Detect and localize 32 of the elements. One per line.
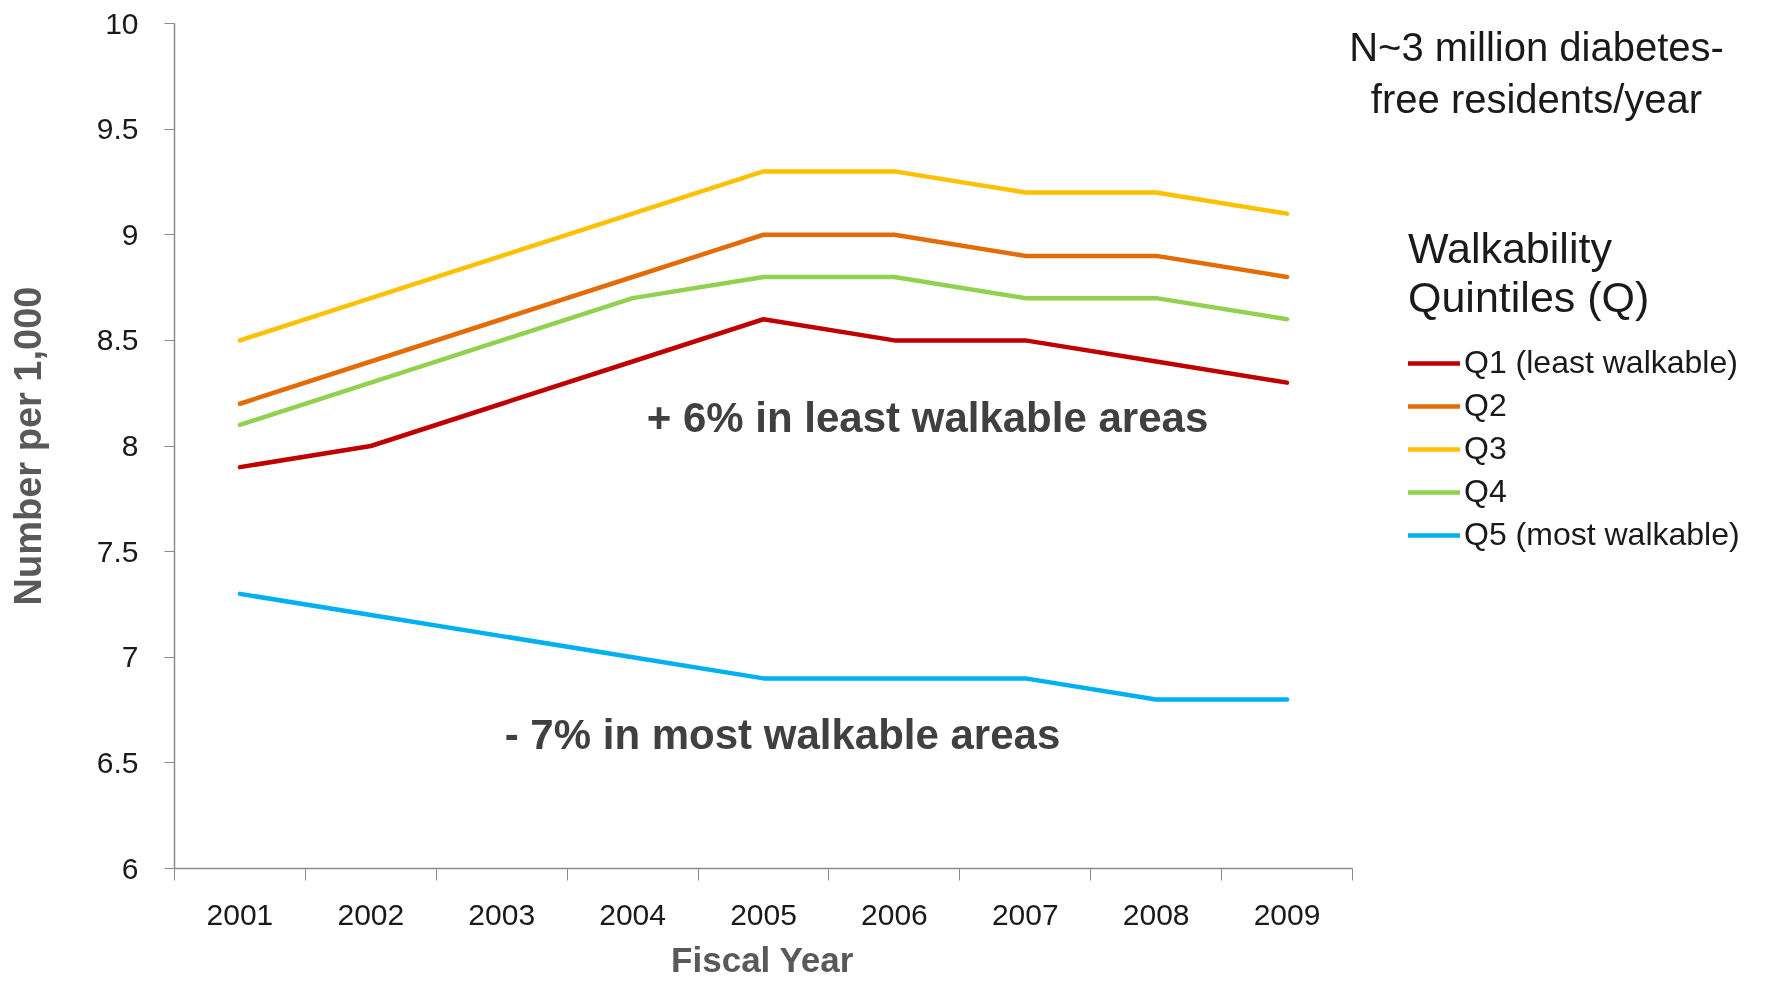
legend-title: Walkability Quintiles (Q) [1408,224,1651,322]
annotation: N~3 million diabetes-free residents/year [1349,24,1724,122]
y-tick-label: 8.5 [96,323,139,357]
x-tick-label: 2005 [730,897,797,931]
legend-label: Q4 [1464,473,1507,510]
annotation: - 7% in most walkable areas [504,711,1061,758]
y-tick-label: 9 [121,217,139,251]
x-axis-title: Fiscal Year [671,939,854,979]
x-tick-label: 2006 [861,897,928,931]
y-tick-label: 7 [121,640,139,674]
y-tick-label: 6 [121,851,139,885]
legend-label: Q1 (least walkable) [1464,344,1738,381]
line-series [237,317,1290,470]
y-tick-label: 9.5 [96,112,139,146]
x-tick-label: 2002 [337,897,405,931]
x-tick-label: 2004 [599,897,666,931]
x-tick-label: 2007 [991,897,1059,931]
line-series [237,591,1290,702]
y-tick-label: 10 [105,6,139,40]
x-tick-label: 2001 [206,897,274,931]
annotation: + 6% in least walkable areas [646,394,1209,441]
y-tick-label: 6.5 [96,745,139,779]
y-tick-label: 8 [121,429,139,462]
y-axis-title: Number per 1,000 [6,286,49,606]
legend-label: Q2 [1464,387,1507,424]
legend-label: Q3 [1464,430,1507,467]
x-tick-label: 2003 [468,897,536,931]
legend-label: Q5 (most walkable) [1464,516,1740,553]
x-tick-label: 2008 [1122,897,1190,931]
line-series [237,169,1290,343]
x-tick-label: 2009 [1253,897,1321,931]
y-tick-label: 7.5 [96,534,139,568]
